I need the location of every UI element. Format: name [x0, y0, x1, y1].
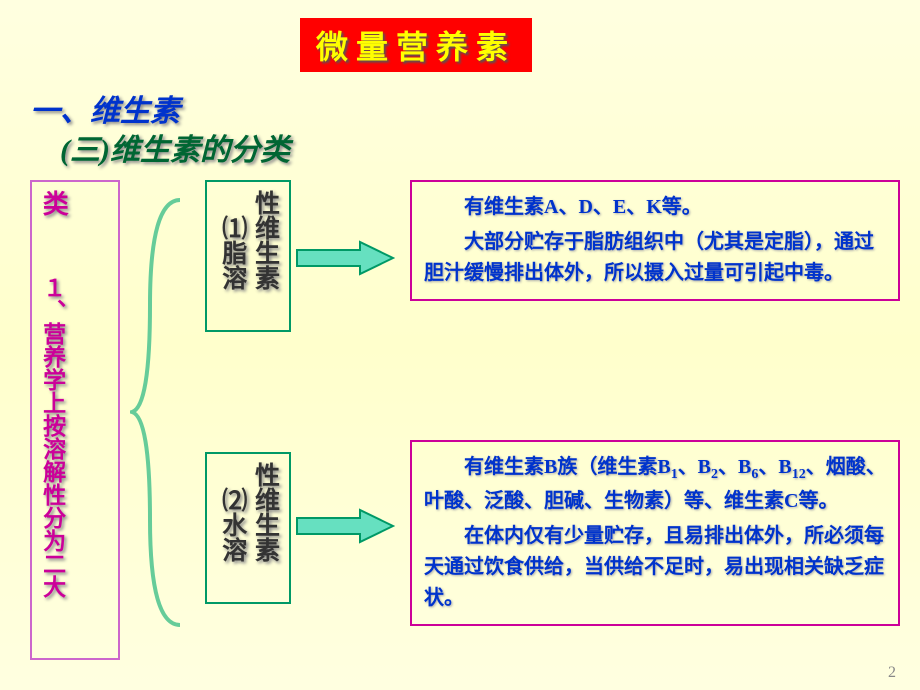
mid-box-water-soluble: ⑵水溶 性维生素	[205, 452, 291, 604]
heading-1: 一、维生素	[30, 86, 180, 130]
left-category-box: 类 １、营养学上按溶解性分为二大	[30, 180, 120, 660]
right1-p1: 有维生素A、D、E、K等。	[424, 192, 886, 223]
right1-p2: 大部分贮存于脂肪组织中（尤其是定脂），通过胆汁缓慢排出体外，所以摄入过量可引起中…	[424, 227, 886, 289]
arrow-icon-1	[295, 240, 395, 276]
arrow-icon-2	[295, 508, 395, 544]
right-box-water-soluble: 有维生素B族（维生素B1、B2、B6、B12、烟酸、叶酸、泛酸、胆碱、生物素）等…	[410, 440, 900, 626]
page-title-box: 微量营养素	[300, 18, 532, 72]
mid-box-fat-soluble: ⑴脂溶 性维生素	[205, 180, 291, 332]
page-number: 2	[888, 664, 896, 682]
heading-2: (三)维生素的分类	[60, 125, 290, 169]
mid2-col-a: ⑵水溶	[217, 487, 246, 562]
right2-p1: 有维生素B族（维生素B1、B2、B6、B12、烟酸、叶酸、泛酸、胆碱、生物素）等…	[424, 452, 886, 517]
mid1-col-a: ⑴脂溶	[217, 215, 246, 290]
left-label-top: 类	[38, 190, 69, 216]
mid1-col-b: 性维生素	[250, 190, 279, 290]
brace-icon	[130, 195, 190, 630]
mid2-col-b: 性维生素	[250, 462, 279, 562]
left-label-main: １、营养学上按溶解性分为二大	[38, 276, 66, 598]
right-box-fat-soluble: 有维生素A、D、E、K等。 大部分贮存于脂肪组织中（尤其是定脂），通过胆汁缓慢排…	[410, 180, 900, 301]
page-title: 微量营养素	[316, 29, 516, 65]
right2-p2: 在体内仅有少量贮存，且易排出体外，所必须每天通过饮食供给，当供给不足时，易出现相…	[424, 521, 886, 614]
